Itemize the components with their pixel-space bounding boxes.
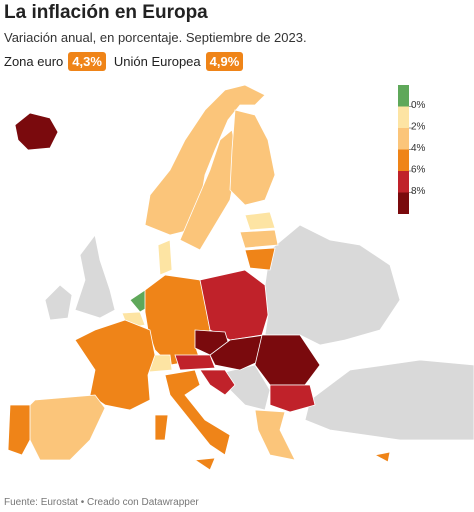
footer: Fuente: Eurostat • Creado con Datawrappe… [4, 497, 199, 508]
badge-label: Unión Europea [113, 54, 201, 69]
title: La inflación en Europa [4, 2, 208, 23]
portugal [7, 404, 31, 456]
greece [254, 409, 296, 461]
italy [164, 369, 231, 456]
legend-swatch [398, 128, 409, 150]
legend-swatch [398, 85, 409, 107]
denmark [157, 239, 173, 276]
legend-label: 8% [411, 186, 426, 197]
russia-ukraine [264, 224, 401, 346]
sicily [193, 457, 216, 471]
france [74, 319, 156, 411]
bulgaria [269, 384, 316, 413]
spain [24, 394, 106, 461]
finland [229, 109, 276, 206]
legend-label: 2% [411, 122, 426, 133]
legend-label: 0% [411, 100, 426, 111]
germany [144, 274, 211, 366]
legend-label: 4% [411, 143, 426, 154]
latvia [239, 229, 279, 249]
ireland [44, 284, 73, 321]
badges: Zona euro 4,3% Unión Europea 4,9% [4, 52, 251, 71]
poland [199, 269, 269, 341]
austria [174, 354, 216, 371]
croatia-slovenia [199, 369, 236, 396]
legend-swatch [398, 149, 409, 171]
map: 0% 2% 4% 6% 8% [7, 84, 474, 471]
badge-label: Zona euro [4, 54, 64, 69]
uk [74, 234, 116, 319]
badge-value: 4,3% [68, 52, 106, 71]
lithuania [244, 247, 276, 271]
turkey [304, 359, 474, 441]
cyprus [373, 451, 391, 463]
iceland [14, 112, 59, 151]
subtitle: Variación anual, en porcentaje. Septiemb… [4, 30, 307, 45]
legend-swatch [398, 192, 409, 214]
legend-swatch [398, 106, 409, 128]
estonia [244, 211, 276, 231]
countries [7, 84, 474, 471]
legend-swatch [398, 171, 409, 193]
legend-label: 6% [411, 165, 426, 176]
badge-value: 4,9% [205, 52, 244, 71]
sardinia [154, 414, 169, 441]
legend: 0% 2% 4% 6% 8% [398, 85, 426, 214]
romania [254, 334, 321, 386]
